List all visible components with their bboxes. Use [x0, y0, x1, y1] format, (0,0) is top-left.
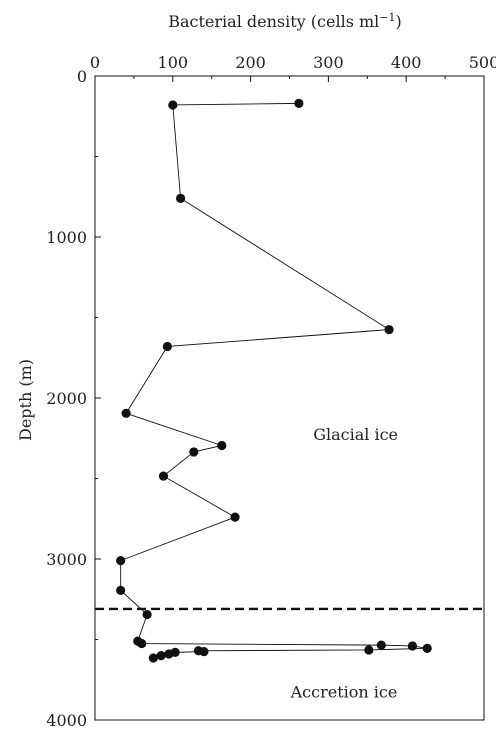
- plot-area: 0 100 200 300 400 500 0 1000 2000 3000 4000 Glacial…: [46, 53, 496, 729]
- glacial-ice-label: Glacial ice: [313, 425, 398, 444]
- x-tick-label: 400: [391, 53, 422, 72]
- y-tick-label: 2000: [46, 389, 87, 408]
- x-axis-title-main: Bacterial density (cells ml: [168, 12, 379, 31]
- x-tick-label: 300: [313, 53, 344, 72]
- data-point: [407, 641, 418, 651]
- y-tick-label: 4000: [46, 711, 87, 729]
- density-series-line: [120, 102, 428, 659]
- plot-frame: [94, 75, 485, 721]
- x-tick-label: 200: [235, 53, 266, 72]
- data-point: [230, 512, 240, 522]
- data-point: [156, 651, 166, 661]
- data-point: [217, 440, 227, 451]
- y-tick-label: 0: [77, 67, 87, 86]
- x-axis-title-close: ): [396, 12, 402, 31]
- x-tick-label: 500: [469, 53, 496, 72]
- data-point: [116, 585, 126, 595]
- y-tick-label: 1000: [46, 228, 87, 247]
- data-point: [168, 100, 178, 110]
- x-axis-title-superscript: −1: [379, 11, 395, 24]
- data-point: [121, 408, 131, 418]
- accretion-ice-label: Accretion ice: [290, 683, 398, 702]
- data-point: [162, 341, 172, 352]
- data-point: [142, 609, 152, 620]
- data-point: [175, 193, 186, 203]
- data-point: [364, 645, 374, 655]
- data-point: [189, 447, 199, 457]
- x-tick-label: 100: [158, 53, 189, 72]
- data-point: [422, 643, 432, 653]
- data-point: [376, 640, 386, 650]
- data-point: [116, 556, 126, 566]
- data-point: [199, 646, 209, 657]
- data-point: [294, 98, 304, 108]
- data-point: [384, 324, 394, 335]
- x-tick-label: 0: [90, 53, 100, 72]
- y-axis-title: Depth (m): [16, 359, 35, 441]
- data-point: [158, 471, 169, 481]
- y-tick-label: 3000: [46, 550, 87, 569]
- data-point: [148, 653, 158, 663]
- data-point: [164, 649, 174, 659]
- x-axis-title: Bacterial density (cells ml−1): [168, 11, 402, 31]
- data-point: [137, 638, 147, 649]
